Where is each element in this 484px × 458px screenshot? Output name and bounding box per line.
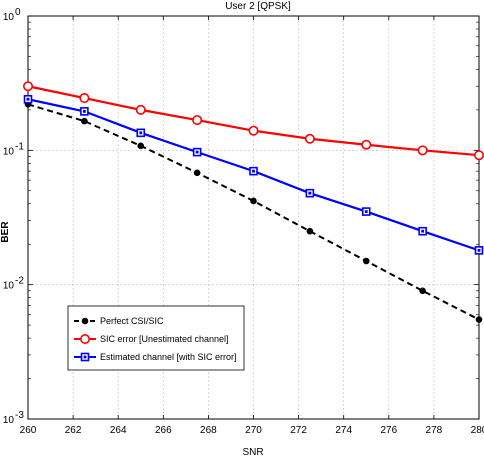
x-tick-label: 278 — [426, 425, 443, 436]
y-tick-exponent: -3 — [15, 410, 24, 421]
series-estimated-channel — [23, 94, 484, 255]
x-tick-label: 266 — [155, 425, 172, 436]
series-estimated-channel-point-square-center — [82, 109, 86, 113]
legend-label: Perfect CSI/SIC — [100, 316, 164, 326]
legend-marker-square-center — [83, 355, 87, 359]
series-perfect-csi-point-dot — [362, 257, 370, 265]
x-tick-label: 262 — [65, 425, 82, 436]
x-axis-title: SNR — [242, 447, 263, 458]
y-tick-exponent: -2 — [15, 276, 24, 287]
legend-marker-circle — [80, 333, 91, 344]
series-sic-error-point-circle — [417, 145, 428, 156]
series-sic-error-point-circle — [248, 125, 259, 136]
legend-label: Estimated channel [with SIC error] — [100, 352, 237, 362]
series-sic-error-point-circle — [22, 81, 33, 92]
series-estimated-channel-point-square-center — [477, 248, 481, 252]
x-tick-label: 280 — [471, 425, 484, 436]
legend-marker-dot — [81, 317, 89, 325]
legend-box — [67, 305, 245, 371]
legend-label: SIC error [Unestimated channel] — [100, 334, 229, 344]
series-sic-error-point-circle — [304, 133, 315, 144]
series-sic-error-point-circle — [79, 93, 90, 104]
x-tick-label: 268 — [200, 425, 217, 436]
x-tick-label: 276 — [380, 425, 397, 436]
series-estimated-channel-point-square-center — [421, 229, 425, 233]
x-tick-label: 264 — [110, 425, 127, 436]
x-tick-label: 272 — [290, 425, 307, 436]
series-sic-error-point-circle — [135, 104, 146, 115]
y-tick-label: 10 — [3, 12, 15, 23]
y-tick-exponent: -1 — [15, 141, 24, 152]
grid — [27, 16, 480, 419]
x-tick-label: 274 — [335, 425, 352, 436]
series-estimated-channel-point-square-center — [26, 97, 30, 101]
series-perfect-csi-point-dot — [419, 287, 426, 295]
y-axis-title: BER — [0, 221, 11, 243]
series-estimated-channel-point-square-center — [139, 131, 143, 135]
series-layer — [22, 81, 484, 323]
series-sic-error — [22, 81, 484, 161]
legend-entry: Estimated channel [with SIC error] — [74, 352, 237, 362]
x-tick-label: 270 — [245, 425, 262, 436]
series-perfect-csi-point-dot — [250, 197, 257, 205]
series-perfect-csi-point-dot — [137, 142, 145, 150]
x-tick-label: 260 — [20, 425, 37, 436]
y-tick-label: 10 — [3, 415, 15, 426]
series-perfect-csi-point-dot — [193, 169, 201, 177]
y-tick-label: 10 — [3, 146, 15, 157]
series-estimated-channel-point-square-center — [252, 169, 255, 173]
series-sic-error-point-circle — [361, 139, 372, 150]
y-tick-exponent: 0 — [15, 7, 21, 18]
series-perfect-csi-point-dot — [306, 227, 314, 235]
series-estimated-channel-point-square-center — [364, 210, 368, 213]
series-perfect-csi-point-dot — [475, 316, 483, 323]
axis-ticks: 26026226426626827027227427627828010-310-… — [3, 7, 484, 436]
chart-title: User 2 [QPSK] — [225, 1, 291, 12]
series-sic-error-point-circle — [192, 115, 203, 126]
series-perfect-csi — [24, 101, 483, 323]
y-tick-label: 10 — [3, 281, 15, 292]
series-estimated-channel-point-square-center — [308, 191, 312, 195]
series-sic-error-point-circle — [473, 150, 484, 161]
legend-entry: Perfect CSI/SIC — [74, 316, 164, 326]
series-perfect-csi-point-dot — [81, 117, 88, 125]
legend: Perfect CSI/SIC SIC error [Unestimated ch… — [67, 305, 245, 371]
legend-entry: SIC error [Unestimated channel] — [74, 333, 229, 344]
series-estimated-channel-point-square-center — [195, 150, 199, 154]
